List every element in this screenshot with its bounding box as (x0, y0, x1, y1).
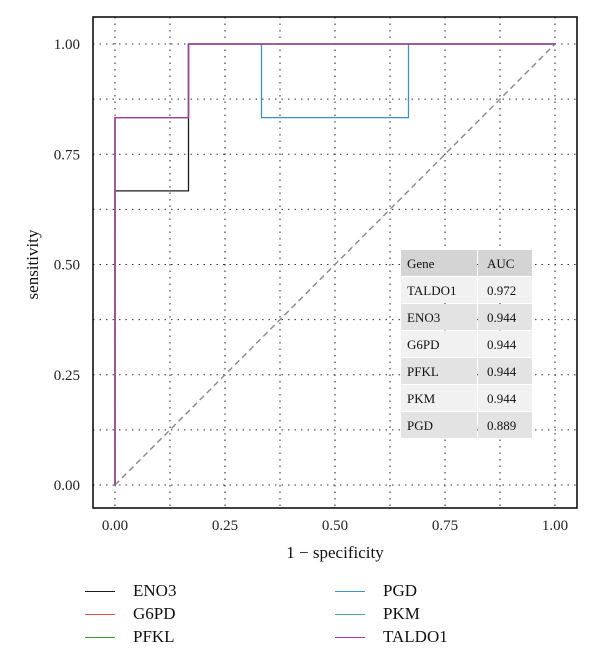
x-tick-label: 0.50 (322, 518, 348, 534)
auc-table-gene: ENO3 (407, 310, 440, 325)
legend-item-eno3: ENO3 (85, 578, 176, 604)
auc-table-auc: 0.944 (487, 391, 517, 406)
auc-table-auc: 0.944 (487, 337, 517, 352)
auc-table-header-cell (401, 250, 477, 276)
auc-table-cell (401, 331, 477, 357)
auc-table-cell (401, 412, 477, 438)
x-tick-label: 1.00 (542, 518, 568, 534)
x-axis-title: 1 − specificity (286, 543, 384, 562)
x-tick-label: 0.75 (432, 518, 458, 534)
legend-item-g6pd: G6PD (85, 601, 176, 627)
auc-table-auc: 0.889 (487, 418, 516, 433)
auc-table-cell (401, 277, 477, 303)
legend-swatch (85, 636, 115, 638)
auc-table-gene: TALDO1 (407, 283, 457, 298)
legend-swatch (335, 636, 365, 638)
auc-table-cell (401, 304, 477, 330)
plot-frame (92, 16, 578, 509)
auc-table-cell (478, 304, 532, 330)
x-tick-label: 0.00 (102, 518, 128, 534)
legend-item-pfkl: PFKL (85, 624, 175, 650)
roc-curve-taldo1 (114, 43, 555, 485)
auc-table-cell (478, 412, 532, 438)
legend-swatch (85, 590, 115, 592)
y-tick-label: 0.75 (54, 147, 80, 163)
legend-label: ENO3 (133, 581, 177, 600)
y-tick-label: 0.50 (54, 258, 80, 274)
auc-table-cell (478, 277, 532, 303)
auc-table-gene: G6PD (407, 337, 440, 352)
roc-curves (114, 43, 555, 485)
legend-swatch (85, 613, 115, 615)
legend-label: PKM (383, 604, 420, 623)
legend-label: G6PD (133, 604, 176, 623)
auc-table-cell (478, 385, 532, 411)
auc-table-gene: PGD (407, 418, 433, 433)
legend: ENO3 G6PD PFKL PGD PKM TALDO1 (85, 578, 505, 668)
legend-item-pkm: PKM (335, 601, 420, 627)
auc-table-header-cell (478, 250, 532, 276)
legend-swatch (335, 613, 365, 615)
auc-table-header: Gene (407, 256, 435, 271)
legend-swatch (335, 590, 365, 592)
auc-table-gene: PFKL (407, 364, 439, 379)
legend-label: PFKL (133, 627, 175, 646)
y-tick-label: 0.00 (54, 478, 80, 494)
legend-label: TALDO1 (383, 627, 448, 646)
legend-item-pgd: PGD (335, 578, 417, 604)
auc-table-cell (478, 331, 532, 357)
y-axis-title: sensitivity (23, 229, 42, 299)
auc-table: Gene AUC TALDO1 0.972 ENO3 0.944 G6PD 0.944 PFKL… (401, 250, 532, 438)
auc-table-cell (401, 358, 477, 384)
y-tick-labels: 0.00 0.25 0.50 0.75 1.00 (54, 37, 80, 494)
auc-table-gene: PKM (407, 391, 436, 406)
auc-table-auc: 0.944 (487, 364, 517, 379)
reference-diagonal-line (114, 43, 556, 486)
auc-table-cell (401, 385, 477, 411)
auc-table-auc: 0.972 (487, 283, 516, 298)
legend-item-taldo1: TALDO1 (335, 624, 448, 650)
auc-table-auc: 0.944 (487, 310, 517, 325)
legend-label: PGD (383, 581, 418, 600)
auc-table-cell (478, 358, 532, 384)
auc-table-header: AUC (487, 256, 514, 271)
y-tick-label: 1.00 (54, 37, 80, 53)
y-tick-label: 0.25 (54, 368, 80, 384)
x-tick-labels: 0.00 0.25 0.50 0.75 1.00 (102, 518, 568, 534)
x-tick-label: 0.25 (212, 518, 238, 534)
